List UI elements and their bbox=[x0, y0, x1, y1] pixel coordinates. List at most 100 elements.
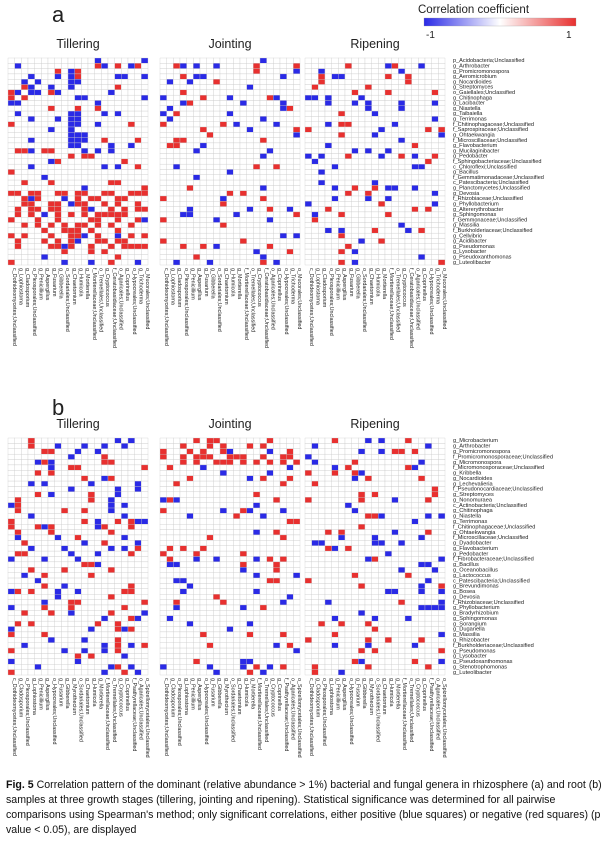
heatmap-cell bbox=[101, 637, 109, 643]
heatmap-cell bbox=[424, 201, 432, 207]
heatmap-cell bbox=[253, 577, 261, 584]
heatmap-cell bbox=[351, 185, 359, 191]
heatmap-cell bbox=[179, 448, 187, 455]
heatmap-cell bbox=[391, 259, 399, 266]
heatmap-cell bbox=[121, 79, 129, 85]
heatmap-cell bbox=[213, 480, 221, 487]
heatmap-cell bbox=[253, 174, 261, 181]
heatmap-cell bbox=[384, 169, 392, 175]
heatmap-cell bbox=[279, 121, 287, 128]
heatmap-cell bbox=[411, 567, 419, 573]
heatmap-cell bbox=[418, 561, 426, 568]
heatmap-cell bbox=[384, 437, 392, 444]
heatmap-cell bbox=[438, 518, 446, 525]
heatmap-cell bbox=[74, 201, 82, 207]
heatmap-cell bbox=[179, 577, 187, 584]
heatmap-cell bbox=[219, 594, 227, 600]
heatmap-cell bbox=[54, 545, 62, 552]
heatmap-cell bbox=[404, 443, 412, 449]
heatmap-cell bbox=[266, 475, 274, 482]
heatmap-cell bbox=[206, 222, 214, 229]
heatmap-cell bbox=[331, 185, 339, 191]
heatmap-cell bbox=[259, 195, 267, 202]
heatmap-cell bbox=[81, 448, 89, 455]
heatmap-cell bbox=[186, 599, 194, 606]
heatmap-cell bbox=[193, 529, 201, 536]
heatmap-cell bbox=[14, 126, 22, 133]
heatmap-cell bbox=[371, 211, 379, 218]
heatmap-cell bbox=[304, 121, 312, 128]
heatmap-cell bbox=[14, 57, 22, 64]
heatmap-cell bbox=[14, 594, 22, 600]
heatmap-cell bbox=[273, 57, 281, 64]
heatmap-cell bbox=[213, 561, 221, 568]
heatmap-cell bbox=[246, 459, 254, 466]
heatmap-cell bbox=[27, 126, 35, 133]
heatmap-cell bbox=[338, 561, 346, 568]
heatmap-cell bbox=[206, 84, 214, 91]
heatmap-cell bbox=[331, 73, 339, 80]
heatmap-cell bbox=[179, 254, 187, 260]
heatmap-cell bbox=[186, 664, 194, 670]
heatmap-cell bbox=[338, 105, 346, 112]
heatmap-cell bbox=[259, 110, 267, 117]
heatmap-cell bbox=[94, 63, 102, 69]
heatmap-cell bbox=[141, 453, 149, 460]
heatmap-cell bbox=[74, 464, 82, 471]
heatmap-cell bbox=[378, 153, 386, 160]
heatmap-cell bbox=[304, 448, 312, 455]
heatmap-cell bbox=[173, 248, 181, 255]
heatmap-cell bbox=[398, 94, 406, 101]
heatmap-cell bbox=[331, 259, 339, 266]
heatmap-cell bbox=[318, 491, 326, 498]
heatmap-cell bbox=[318, 79, 326, 85]
heatmap-cell bbox=[81, 89, 89, 96]
heatmap-cell bbox=[199, 132, 207, 138]
heatmap-cell bbox=[206, 480, 214, 487]
legend-max-label: 1 bbox=[566, 30, 572, 41]
heatmap-cell bbox=[141, 529, 149, 536]
heatmap-cell bbox=[41, 561, 49, 568]
heatmap-cell bbox=[318, 137, 326, 144]
heatmap-cell bbox=[219, 556, 227, 563]
heatmap-cell bbox=[398, 100, 406, 106]
heatmap-cell bbox=[318, 110, 326, 117]
heatmap-cell bbox=[431, 437, 439, 444]
heatmap-cell bbox=[101, 572, 109, 579]
heatmap-cell bbox=[246, 518, 254, 525]
heatmap-cell bbox=[371, 57, 379, 64]
heatmap-cell bbox=[94, 68, 102, 75]
heatmap-cell bbox=[219, 507, 227, 514]
heatmap-cell bbox=[239, 464, 247, 471]
heatmap-cell bbox=[101, 243, 109, 250]
heatmap-cell bbox=[54, 567, 62, 573]
heatmap-cell bbox=[7, 572, 15, 579]
heatmap-cell bbox=[279, 637, 287, 643]
heatmap-cell bbox=[226, 567, 234, 573]
heatmap-cell bbox=[431, 443, 439, 449]
heatmap-cell bbox=[107, 259, 115, 266]
heatmap-cell bbox=[358, 137, 366, 144]
heatmap-cell bbox=[286, 497, 294, 503]
heatmap-cell bbox=[424, 550, 432, 557]
heatmap-cell bbox=[391, 227, 399, 234]
heatmap-cell bbox=[134, 89, 142, 96]
heatmap-cell bbox=[54, 610, 62, 616]
heatmap-cell bbox=[7, 206, 15, 213]
heatmap-cell bbox=[431, 480, 439, 487]
heatmap-cell bbox=[159, 497, 167, 503]
heatmap-cell bbox=[54, 169, 62, 175]
heatmap-cell bbox=[259, 79, 267, 85]
heatmap-cell bbox=[54, 110, 62, 117]
heatmap-cell bbox=[127, 518, 135, 525]
heatmap-cell bbox=[81, 626, 89, 633]
heatmap-cell bbox=[87, 626, 95, 633]
heatmap-cell bbox=[166, 174, 174, 181]
heatmap-cell bbox=[358, 142, 366, 149]
heatmap-cell bbox=[213, 89, 221, 96]
heatmap-cell bbox=[47, 84, 55, 91]
heatmap-cell bbox=[233, 631, 241, 638]
heatmap-cell bbox=[286, 227, 294, 234]
heatmap-cell bbox=[259, 137, 267, 144]
heatmap-cell bbox=[21, 604, 29, 611]
